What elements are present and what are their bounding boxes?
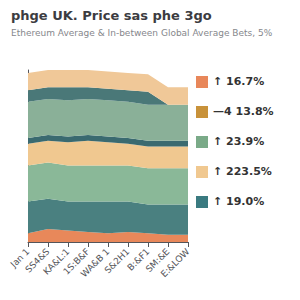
svg-text:KA&L:1: KA&L:1 [41, 246, 72, 277]
svg-text:E:&LOW: E:&LOW [159, 246, 192, 279]
svg-text:SS4&S: SS4&S [23, 246, 52, 275]
svg-text:↑ 23.9%: ↑ 23.9% [213, 135, 264, 148]
svg-text:Jan 1: Jan 1 [8, 246, 32, 270]
svg-text:—4 13.8%: —4 13.8% [213, 105, 274, 118]
svg-text:SM:&E: SM:&E [143, 246, 172, 275]
svg-text:WA&B 1: WA&B 1 [79, 246, 112, 279]
svg-text:S&2H1: S&2H1 [103, 246, 132, 275]
svg-text:↑ 19.0%: ↑ 19.0% [213, 195, 264, 208]
svg-text:phge UK. Price sas phe 3go: phge UK. Price sas phe 3go [11, 8, 212, 23]
svg-text:↑ 223.5%: ↑ 223.5% [213, 165, 272, 178]
svg-text:↑ 16.7%: ↑ 16.7% [213, 75, 264, 88]
svg-text:Ethereum Average & In-between: Ethereum Average & In-between Global Ave… [11, 28, 273, 38]
svg-text:B:&F1: B:&F1 [125, 246, 152, 273]
svg-text:1S:B&F: 1S:B&F [61, 246, 92, 277]
